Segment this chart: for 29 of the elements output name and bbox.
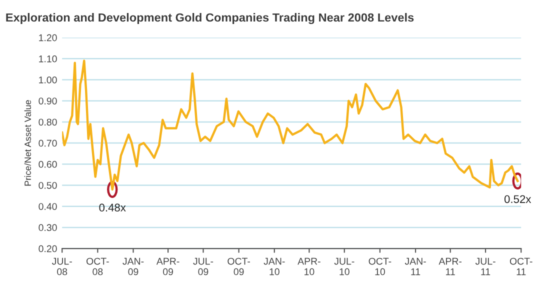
x-tick-label: OCT- 08 [86, 258, 109, 276]
y-tick-label: 1.10 [39, 55, 57, 62]
chart-title: Exploration and Development Gold Companies Trading Near 2008 Levels [6, 13, 414, 24]
y-tick-label: 0.80 [38, 118, 57, 126]
x-tick-label: OCT- 09 [228, 258, 250, 276]
x-tick-label: JUL- 10 [334, 258, 354, 276]
x-tick-label: JAN- 10 [264, 258, 285, 276]
y-tick-label: 0.50 [38, 182, 57, 189]
x-tick-label: APR- 10 [298, 258, 320, 276]
x-tick-label: JUL- 09 [193, 258, 214, 276]
x-tick-label: JUL- 11 [475, 258, 496, 276]
x-tick-label: OCT- 11 [510, 258, 532, 276]
annotation: 0.52x [504, 195, 532, 204]
y-tick-label: 0.30 [38, 224, 57, 232]
y-tick-label: 0.20 [38, 245, 57, 252]
y-axis-title: Price/Net Asset Value [24, 100, 31, 186]
x-tick-label: OCT- 10 [368, 258, 392, 276]
y-tick-label: 1.20 [39, 34, 57, 42]
y-tick-label: 0.70 [38, 140, 57, 147]
y-tick-label: 0.90 [38, 98, 57, 104]
y-tick-label: 1.00 [39, 76, 57, 84]
y-tick-label: 0.40 [38, 203, 57, 210]
x-tick-label: JAN- 09 [122, 258, 144, 276]
x-tick-label: APR- 09 [156, 258, 180, 276]
x-tick-label: APR- 11 [438, 258, 462, 276]
x-tick-label: JAN- 11 [404, 258, 426, 276]
y-tick-label: 0.60 [38, 160, 57, 168]
annotation: 0.48x [99, 204, 126, 212]
x-tick-label: JUL- 08 [52, 258, 72, 276]
